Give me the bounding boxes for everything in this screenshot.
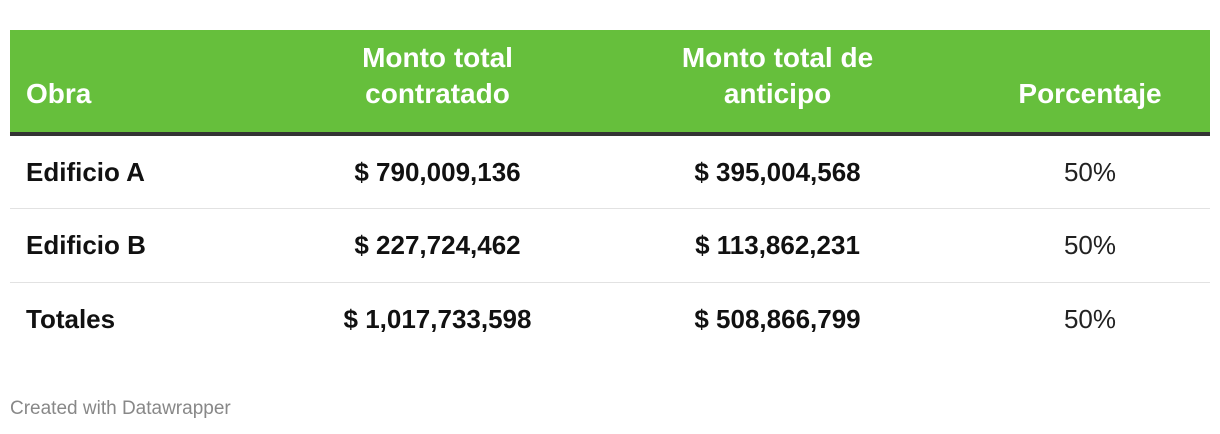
cell-anticipo: $ 395,004,568	[585, 134, 970, 209]
header-obra: Obra	[10, 30, 290, 136]
cell-contratado: $ 227,724,462	[290, 208, 585, 283]
header-monto-contratado-label: Monto total contratado	[362, 42, 513, 109]
table-row: Edificio A $ 790,009,136 $ 395,004,568 5…	[10, 134, 1210, 209]
cell-porcentaje: 50%	[970, 208, 1210, 283]
cell-obra: Edificio B	[10, 208, 290, 283]
cell-contratado: $ 790,009,136	[290, 134, 585, 209]
cell-porcentaje: 50%	[970, 134, 1210, 209]
table-header: Obra Monto total contratado Monto total …	[10, 30, 1210, 136]
data-table: Obra Monto total contratado Monto total …	[10, 30, 1210, 356]
cell-porcentaje: 50%	[1063, 304, 1117, 335]
header-monto-contratado: Monto total contratado	[290, 30, 585, 136]
cell-contratado: $ 1,017,733,598	[343, 304, 532, 335]
data-table-container: Obra Monto total contratado Monto total …	[10, 30, 1210, 356]
header-monto-anticipo-label: Monto total de anticipo	[681, 42, 874, 109]
cell-anticipo: $ 113,862,231	[585, 208, 970, 283]
cell-anticipo: $ 508,866,799	[694, 304, 861, 335]
cell-obra: Edificio A	[10, 134, 290, 209]
header-monto-anticipo: Monto total de anticipo	[585, 30, 970, 136]
datawrapper-credit: Created with Datawrapper	[10, 398, 231, 419]
table-row-totals: Totales $ 1,017,733,598 $ 508,866,799 50…	[10, 282, 1210, 356]
header-porcentaje: Porcentaje	[970, 30, 1210, 136]
header-row: Obra Monto total contratado Monto total …	[10, 30, 1210, 136]
cell-obra: Totales	[26, 304, 116, 335]
table-body: Edificio A $ 790,009,136 $ 395,004,568 5…	[10, 134, 1210, 356]
table-row: Edificio B $ 227,724,462 $ 113,862,231 5…	[10, 208, 1210, 283]
